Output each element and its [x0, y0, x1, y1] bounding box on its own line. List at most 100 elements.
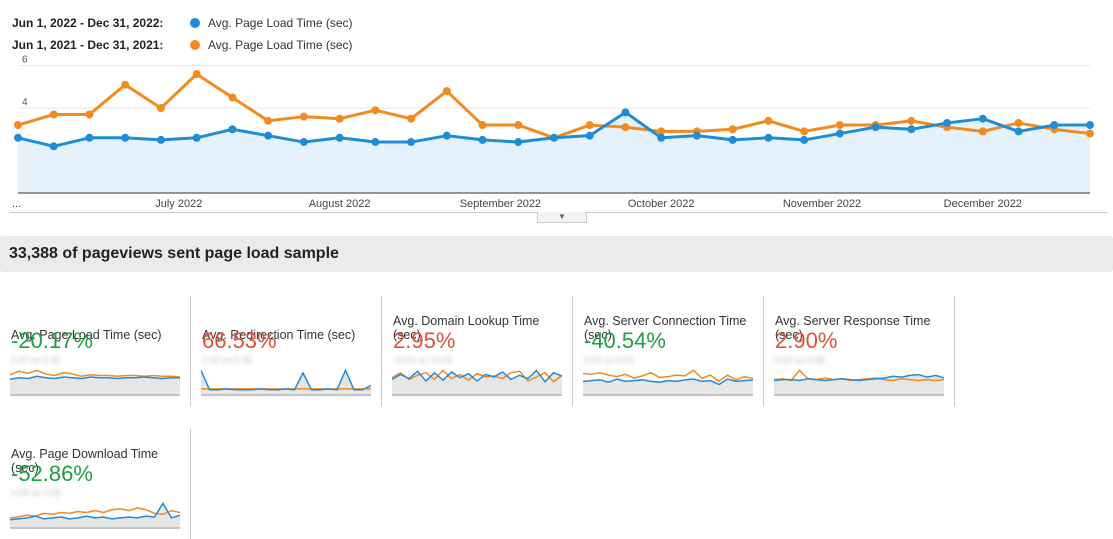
legend-current-dot — [190, 18, 200, 28]
point-previous[interactable] — [978, 127, 987, 136]
x-tick-label: July 2022 — [155, 198, 202, 210]
point-previous[interactable] — [442, 87, 451, 96]
metric-tile[interactable]: Avg. Page Load Time (sec) -20.17% 2.67 vs … — [0, 296, 191, 406]
metric-tile-change: 2.95% — [393, 328, 456, 353]
point-previous[interactable] — [371, 106, 380, 115]
series-area-current — [18, 112, 1090, 193]
point-previous[interactable] — [121, 80, 130, 89]
sparkline-area — [774, 374, 944, 394]
metric-tile[interactable]: Avg. Domain Lookup Time (sec) 2.95% <0.01 … — [382, 296, 573, 406]
point-previous[interactable] — [657, 127, 666, 136]
point-current[interactable] — [943, 118, 952, 127]
point-current[interactable] — [585, 131, 594, 140]
point-previous[interactable] — [478, 121, 487, 130]
metric-tile-change: -52.86% — [11, 461, 93, 486]
metric-tile-change: -40.54% — [584, 328, 666, 353]
legend-current-metric: Avg. Page Load Time (sec) — [208, 16, 353, 30]
point-previous[interactable] — [299, 112, 308, 121]
point-current[interactable] — [442, 131, 451, 140]
point-current[interactable] — [121, 133, 130, 142]
point-previous[interactable] — [1014, 118, 1023, 127]
metric-tile[interactable]: Avg. Server Response Time (sec) 2.90% 0.60… — [764, 296, 955, 406]
metric-tile-name: Avg. Server Connection Time (sec) — [584, 314, 747, 342]
metric-sparkline — [10, 501, 180, 529]
point-current[interactable] — [85, 133, 94, 142]
point-current[interactable] — [621, 108, 630, 117]
legend-previous-range: Jun 1, 2021 - Dec 31, 2021: — [12, 38, 164, 52]
point-current[interactable] — [514, 138, 523, 147]
point-current[interactable] — [692, 131, 701, 140]
point-current[interactable] — [49, 142, 58, 151]
point-previous[interactable] — [14, 121, 22, 130]
point-current[interactable] — [871, 123, 880, 132]
point-current[interactable] — [978, 114, 987, 123]
metric-tile-name: Avg. Server Response Time (sec) — [775, 314, 931, 342]
point-current[interactable] — [1050, 121, 1059, 130]
point-current[interactable] — [907, 125, 916, 134]
point-current[interactable] — [800, 135, 809, 144]
point-current[interactable] — [228, 125, 237, 134]
legend-previous-dot — [190, 40, 200, 50]
legend-previous-metric: Avg. Page Load Time (sec) — [208, 38, 353, 52]
metric-tile[interactable]: Avg. Page Download Time (sec) -52.86% 0.04… — [0, 429, 191, 539]
point-current[interactable] — [156, 135, 165, 144]
metric-tile-comparison: 0.60 vs 0.58 — [775, 355, 825, 365]
metric-sparkline — [774, 369, 944, 396]
metric-tile[interactable]: Avg. Redirection Time (sec) 66.53% 0.10 vs… — [191, 296, 382, 406]
sparkline-area — [392, 370, 562, 394]
point-current[interactable] — [478, 135, 487, 144]
sparkline-previous — [10, 507, 180, 519]
x-tick-label: November 2022 — [783, 198, 861, 210]
x-tick-label: August 2022 — [309, 198, 371, 210]
metric-tile-name: Avg. Redirection Time (sec) — [202, 328, 356, 342]
chart-legend: Jun 1, 2022 - Dec 31, 2022: Avg. Page Lo… — [12, 12, 353, 56]
sparkline-area — [583, 379, 753, 394]
point-previous[interactable] — [228, 93, 237, 102]
point-current[interactable] — [192, 133, 201, 142]
sparkline-current — [774, 373, 944, 382]
point-previous[interactable] — [49, 110, 58, 119]
point-previous[interactable] — [764, 116, 773, 125]
point-previous[interactable] — [800, 127, 809, 136]
expand-chart-handle[interactable]: ▼ — [537, 212, 587, 223]
point-current[interactable] — [764, 133, 773, 142]
point-previous[interactable] — [85, 110, 94, 119]
legend-previous: Jun 1, 2021 - Dec 31, 2021: Avg. Page Lo… — [12, 34, 353, 56]
point-current[interactable] — [371, 138, 380, 147]
point-current[interactable] — [14, 133, 22, 142]
point-previous[interactable] — [728, 125, 737, 134]
point-previous[interactable] — [835, 121, 844, 130]
point-current[interactable] — [1086, 121, 1094, 130]
metric-sparkline — [10, 369, 180, 396]
metric-sparkline — [392, 369, 562, 396]
point-current[interactable] — [835, 129, 844, 138]
point-previous[interactable] — [407, 114, 416, 123]
point-current[interactable] — [299, 138, 308, 147]
point-previous[interactable] — [514, 121, 523, 130]
point-previous[interactable] — [192, 70, 201, 79]
point-previous[interactable] — [335, 114, 344, 123]
point-current[interactable] — [264, 131, 273, 140]
metric-tile[interactable]: Avg. Server Connection Time (sec) -40.54%… — [573, 296, 764, 406]
point-previous[interactable] — [156, 104, 165, 113]
point-previous[interactable] — [264, 116, 273, 125]
point-current[interactable] — [407, 138, 416, 147]
point-current[interactable] — [728, 135, 737, 144]
point-previous[interactable] — [585, 121, 594, 130]
point-previous[interactable] — [621, 123, 630, 132]
metric-tile-change: 66.53% — [202, 328, 277, 353]
x-tick-label: September 2022 — [460, 198, 541, 210]
summary-header: 33,388 of pageviews sent page load sampl… — [0, 236, 1113, 272]
point-previous[interactable] — [1086, 129, 1094, 138]
sparkline-area — [201, 370, 371, 394]
metric-tile-comparison: 0.02 vs 0.03 — [584, 355, 634, 365]
point-current[interactable] — [657, 133, 666, 142]
point-current[interactable] — [1014, 127, 1023, 136]
sparkline-current — [10, 501, 180, 521]
metric-tile-change: 2.90% — [775, 328, 838, 353]
point-current[interactable] — [550, 133, 558, 142]
point-previous[interactable] — [907, 116, 916, 125]
point-current[interactable] — [335, 133, 344, 142]
metric-sparkline — [201, 368, 371, 396]
